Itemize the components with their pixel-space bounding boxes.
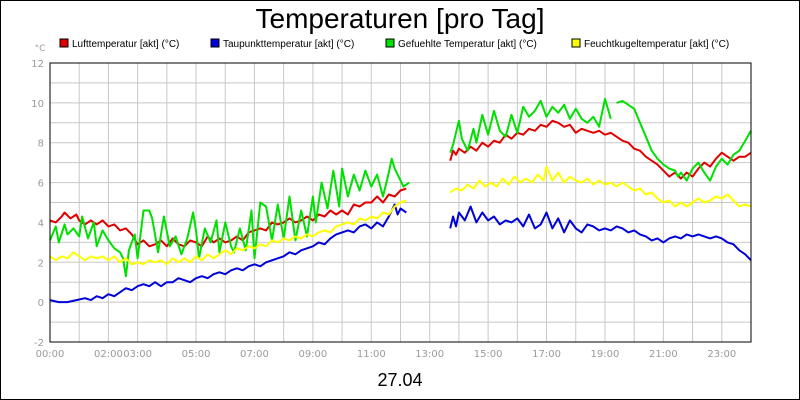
y-axis-ticks: -2 0 2 4 6 8 10 12 (31, 59, 44, 349)
x-tick-label: 11:00 (357, 349, 386, 360)
x-tick-label: 21:00 (649, 349, 678, 360)
x-tick-label: 17:00 (532, 349, 561, 360)
legend-label: Feuchtkugeltemperatur [akt] (°C) (584, 39, 729, 50)
series-segment (449, 97, 612, 154)
date-label: 27.04 (377, 370, 422, 390)
y-tick-label: 8 (38, 139, 44, 150)
x-tick-label: 07:00 (240, 349, 269, 360)
legend-item: Gefuehlte Temperatur [akt] (°C) (385, 38, 537, 50)
y-tick-label: -2 (34, 338, 44, 349)
legend-swatch (385, 38, 395, 48)
series-lines (49, 97, 752, 304)
series-segment (49, 203, 407, 304)
series-segment (49, 157, 410, 278)
series-segment (449, 205, 752, 261)
legend-label: Lufttemperatur [akt] (°C) (72, 39, 179, 50)
x-tick-label: 00:00 (36, 349, 65, 360)
series-segment (49, 199, 407, 266)
legend-label: Taupunkttemperatur [akt] (°C) (223, 39, 354, 50)
series-line (49, 203, 752, 304)
chart-title: Temperaturen [pro Tag] (256, 3, 545, 34)
legend-item: Lufttemperatur [akt] (°C) (59, 38, 179, 50)
series-segment (616, 99, 752, 182)
x-axis-ticks: 00:00 02:00 03:00 05:00 07:00 09:00 11:00 13:00… (36, 349, 737, 360)
x-tick-label: 03:00 (123, 349, 152, 360)
x-tick-label: 13:00 (415, 349, 444, 360)
legend-swatch (210, 38, 220, 48)
x-tick-label: 23:00 (707, 349, 736, 360)
plot-border (49, 62, 752, 343)
chart-legend: Lufttemperatur [akt] (°C) Taupunkttempera… (59, 38, 729, 50)
series-segment (449, 119, 752, 180)
legend-item: Feuchtkugeltemperatur [akt] (°C) (571, 38, 729, 50)
legend-label: Gefuehlte Temperatur [akt] (°C) (398, 39, 537, 50)
y-tick-label: 4 (38, 218, 44, 229)
series-line (49, 165, 752, 266)
x-tick-label: 02:00 (94, 349, 123, 360)
legend-swatch (59, 38, 69, 48)
series-segment (49, 187, 407, 248)
legend-item: Taupunkttemperatur [akt] (°C) (210, 38, 354, 50)
legend-swatch (571, 38, 581, 48)
x-tick-label: 05:00 (182, 349, 211, 360)
series-segment (449, 165, 752, 208)
y-tick-label: 10 (31, 99, 44, 110)
x-tick-label: 19:00 (591, 349, 620, 360)
y-axis-unit: °C (35, 44, 46, 54)
y-tick-label: 0 (38, 298, 44, 309)
series-line (49, 119, 752, 248)
x-tick-label: 15:00 (474, 349, 503, 360)
x-tick-label: 09:00 (298, 349, 327, 360)
y-tick-label: 6 (38, 179, 44, 190)
series-line (49, 97, 752, 278)
y-tick-label: 2 (38, 258, 44, 269)
y-tick-label: 12 (31, 59, 44, 70)
